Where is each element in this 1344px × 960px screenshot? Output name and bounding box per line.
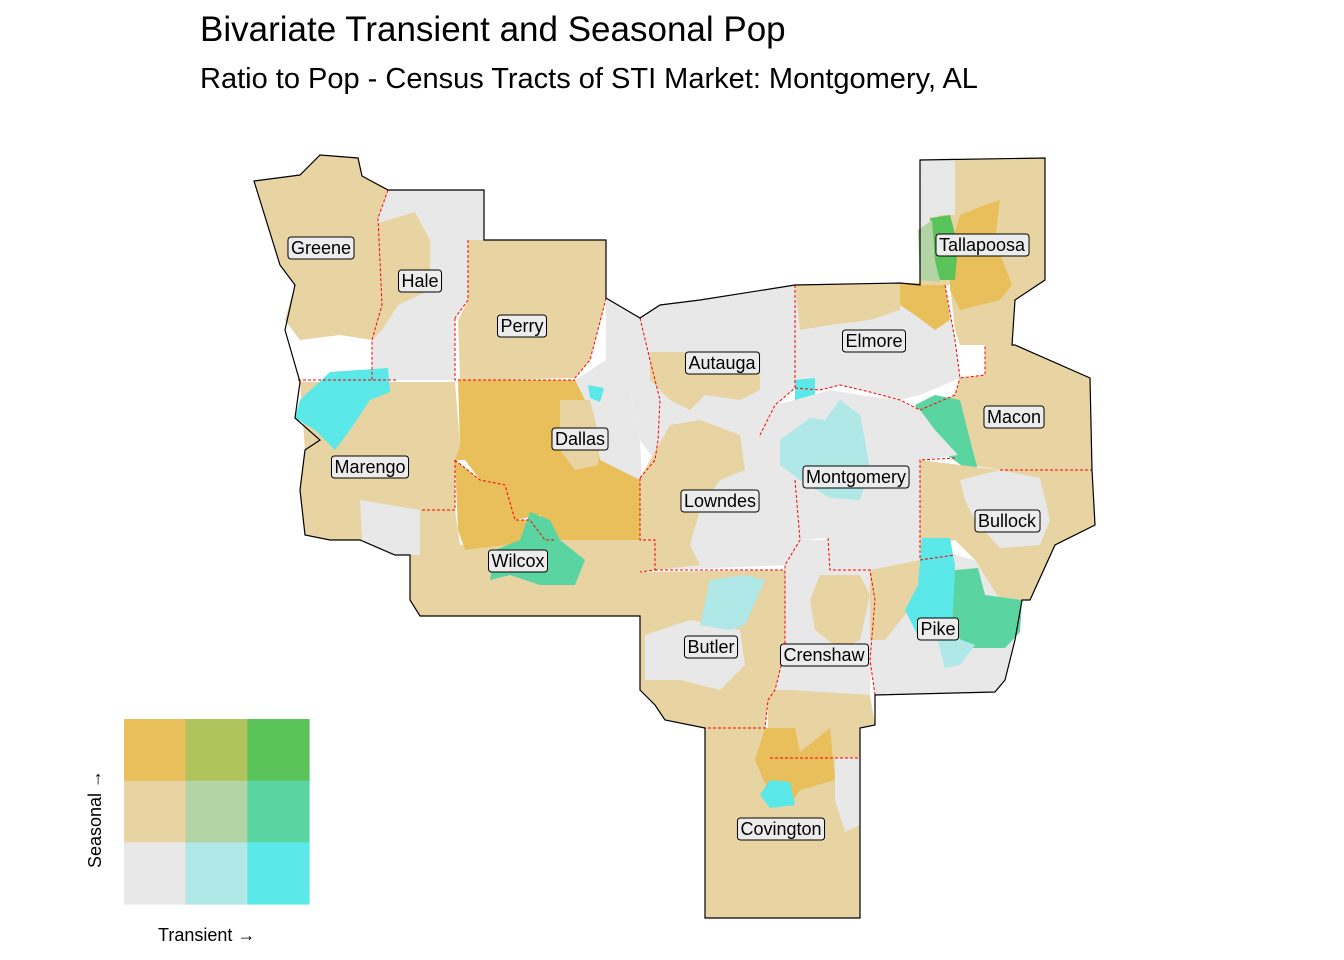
county-borders xyxy=(298,189,1092,759)
tract-tallapoosa-gray xyxy=(920,158,955,230)
county-label-box xyxy=(330,455,410,479)
county-label-box xyxy=(841,329,907,353)
market-outline xyxy=(253,154,1096,919)
map-subtitle: Ratio to Pop - Census Tracts of STI Mark… xyxy=(200,63,978,95)
tract-pike-cyan xyxy=(905,538,955,640)
county-label-box xyxy=(802,465,910,489)
tract-marengo-gray xyxy=(360,500,420,555)
tract-perry xyxy=(458,240,606,380)
tract-pike-tan xyxy=(870,560,920,640)
map-title: Bivariate Transient and Seasonal Pop xyxy=(200,10,786,49)
county-label-text: Pike xyxy=(920,619,955,639)
tract-covington-gray xyxy=(835,758,860,832)
tract-butler-lightcyan xyxy=(700,575,765,630)
county-label-box xyxy=(935,233,1030,257)
county-label-pike: Pike xyxy=(916,617,960,641)
legend-cell-r0-c0 xyxy=(124,719,187,782)
county-label-tallapoosa: Tallapoosa xyxy=(935,233,1030,257)
county-label-text: Montgomery xyxy=(806,467,906,487)
county-label-box xyxy=(287,236,355,260)
county-label-box xyxy=(397,269,443,293)
legend-cell-r0-c2 xyxy=(247,719,310,782)
county-label-box xyxy=(551,427,609,451)
county-label-butler: Butler xyxy=(683,635,739,659)
county-label-crenshaw: Crenshaw xyxy=(779,643,870,667)
tract-elmore-gold xyxy=(900,283,950,330)
county-label-text: Greene xyxy=(291,238,351,258)
county-label-dallas: Dallas xyxy=(551,427,609,451)
county-label-box xyxy=(496,314,548,338)
county-label-text: Tallapoosa xyxy=(939,235,1026,255)
county-label-text: Crenshaw xyxy=(783,645,865,665)
county-label-text: Lowndes xyxy=(684,491,756,511)
county-label-box xyxy=(916,617,960,641)
legend-cell-r1-c2 xyxy=(247,780,310,843)
county-label-text: Butler xyxy=(687,637,734,657)
county-label-text: Wilcox xyxy=(492,551,545,571)
tract-tallapoosa-lightgreen xyxy=(918,220,940,282)
tract-pike-teal xyxy=(952,568,1022,648)
legend-cell-r2-c1 xyxy=(185,842,248,905)
county-label-text: Marengo xyxy=(334,457,405,477)
tract-dallas-cyan xyxy=(588,385,604,402)
county-label-lowndes: Lowndes xyxy=(680,489,760,513)
tract-macon-teal xyxy=(915,395,978,470)
county-labels: Greene Hale Perry Autauga Elmore Tallapoosa Ma… xyxy=(287,233,1045,841)
county-label-text: Bullock xyxy=(978,511,1037,531)
county-label-text: Elmore xyxy=(845,331,902,351)
county-label-macon: Macon xyxy=(983,405,1045,429)
county-label-covington: Covington xyxy=(736,817,826,841)
county-label-text: Autauga xyxy=(688,353,756,373)
tract-wilcox-gold xyxy=(455,460,545,550)
county-label-box xyxy=(680,489,760,513)
legend-cell-r1-c0 xyxy=(124,780,187,843)
county-label-elmore: Elmore xyxy=(841,329,907,353)
county-label-box xyxy=(983,405,1045,429)
county-label-autauga: Autauga xyxy=(684,351,761,375)
legend-x-label: Transient → xyxy=(158,925,255,945)
legend-cell-r0-c1 xyxy=(185,719,248,782)
tract-marengo-cyan xyxy=(295,368,390,450)
county-label-wilcox: Wilcox xyxy=(488,549,548,573)
county-label-box xyxy=(684,351,761,375)
county-label-text: Macon xyxy=(987,407,1041,427)
tract-elmore-tan xyxy=(795,283,900,330)
tract-dallas xyxy=(455,380,640,540)
county-label-box xyxy=(736,817,826,841)
county-label-montgomery: Montgomery xyxy=(802,465,910,489)
county-label-box xyxy=(779,643,870,667)
county-label-box xyxy=(683,635,739,659)
tract-fills xyxy=(254,155,1095,918)
tract-crenshaw-tan xyxy=(810,575,870,650)
legend-y-label: Seasonal → xyxy=(85,770,105,868)
county-label-hale: Hale xyxy=(397,269,443,293)
county-label-perry: Perry xyxy=(496,314,548,338)
county-label-marengo: Marengo xyxy=(330,455,410,479)
county-label-text: Perry xyxy=(500,316,543,336)
county-label-box xyxy=(488,549,548,573)
county-label-text: Hale xyxy=(401,271,438,291)
county-label-text: Dallas xyxy=(555,429,605,449)
bivariate-legend xyxy=(124,719,310,905)
tract-covington-cyan xyxy=(760,780,795,808)
county-label-box xyxy=(974,509,1041,533)
legend-cell-r2-c2 xyxy=(247,842,310,905)
county-label-greene: Greene xyxy=(287,236,355,260)
county-label-text: Covington xyxy=(740,819,821,839)
county-label-bullock: Bullock xyxy=(974,509,1041,533)
legend-cell-r1-c1 xyxy=(185,780,248,843)
legend-cell-r2-c0 xyxy=(124,842,187,905)
